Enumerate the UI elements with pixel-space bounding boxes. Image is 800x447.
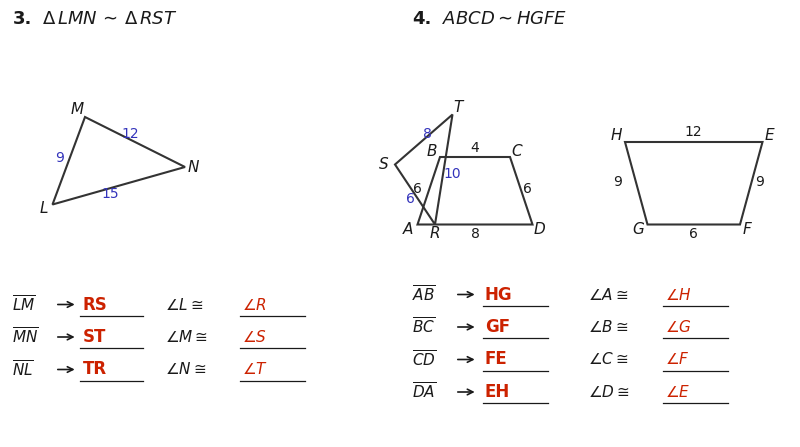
Text: M: M [70, 102, 83, 118]
Text: $\overline{LM}$: $\overline{LM}$ [13, 295, 36, 315]
Text: $\angle H$: $\angle H$ [665, 287, 692, 303]
Text: 9: 9 [55, 151, 65, 165]
Text: D: D [534, 222, 546, 237]
Text: 4.: 4. [413, 10, 432, 29]
Text: EH: EH [485, 383, 510, 401]
Text: $\overline{BC}$: $\overline{BC}$ [413, 317, 436, 337]
Text: 12: 12 [121, 127, 139, 142]
Text: $\overline{NL}$: $\overline{NL}$ [13, 359, 34, 380]
Text: $\angle M \cong$: $\angle M \cong$ [165, 329, 208, 345]
Text: $\Delta\,LMN\,\sim\,\Delta\,RST$: $\Delta\,LMN\,\sim\,\Delta\,RST$ [42, 10, 178, 29]
Text: H: H [610, 128, 622, 143]
Text: 10: 10 [444, 168, 462, 181]
Text: TR: TR [82, 360, 106, 379]
Text: C: C [512, 144, 522, 160]
Text: $\angle A \cong$: $\angle A \cong$ [587, 287, 628, 303]
Text: R: R [430, 226, 440, 241]
Text: $\overline{DA}$: $\overline{DA}$ [413, 382, 437, 402]
Text: E: E [765, 128, 774, 143]
Text: S: S [379, 157, 389, 172]
Text: $\angle R$: $\angle R$ [242, 296, 267, 312]
Text: 9: 9 [755, 175, 765, 189]
Text: A: A [403, 222, 414, 237]
Text: $\angle N \cong$: $\angle N \cong$ [165, 362, 206, 378]
Text: 15: 15 [101, 187, 119, 202]
Text: $\angle E$: $\angle E$ [665, 384, 690, 400]
Text: 6: 6 [406, 193, 414, 207]
Text: 8: 8 [470, 228, 479, 241]
Text: $\angle G$: $\angle G$ [665, 319, 692, 335]
Text: RS: RS [82, 295, 107, 313]
Text: F: F [742, 222, 751, 237]
Text: $\angle B \cong$: $\angle B \cong$ [587, 319, 628, 335]
Text: HG: HG [485, 286, 513, 304]
Text: GF: GF [485, 318, 510, 336]
Text: 9: 9 [613, 175, 622, 189]
Text: B: B [426, 144, 438, 160]
Text: 4: 4 [470, 141, 479, 155]
Text: N: N [187, 160, 198, 174]
Text: FE: FE [485, 350, 508, 368]
Text: 6: 6 [689, 228, 698, 241]
Text: ST: ST [82, 328, 106, 346]
Text: 6: 6 [413, 182, 422, 197]
Text: $\angle L \cong$: $\angle L \cong$ [165, 296, 203, 312]
Text: T: T [454, 101, 463, 115]
Text: $\overline{MN}$: $\overline{MN}$ [13, 327, 39, 347]
Text: $\angle F$: $\angle F$ [665, 351, 690, 367]
Text: 6: 6 [523, 182, 532, 197]
Text: L: L [39, 201, 48, 216]
Text: $ABCD\sim HGFE$: $ABCD\sim HGFE$ [442, 10, 568, 29]
Text: 8: 8 [423, 127, 432, 142]
Text: $\angle T$: $\angle T$ [242, 362, 269, 378]
Text: $\angle D \cong$: $\angle D \cong$ [587, 384, 629, 400]
Text: 12: 12 [685, 125, 702, 139]
Text: $\overline{AB}$: $\overline{AB}$ [413, 284, 436, 304]
Text: $\angle C \cong$: $\angle C \cong$ [587, 351, 628, 367]
Text: $\angle S$: $\angle S$ [242, 329, 267, 345]
Text: $\overline{CD}$: $\overline{CD}$ [413, 350, 437, 370]
Text: G: G [633, 222, 645, 237]
Text: 3.: 3. [13, 10, 32, 29]
